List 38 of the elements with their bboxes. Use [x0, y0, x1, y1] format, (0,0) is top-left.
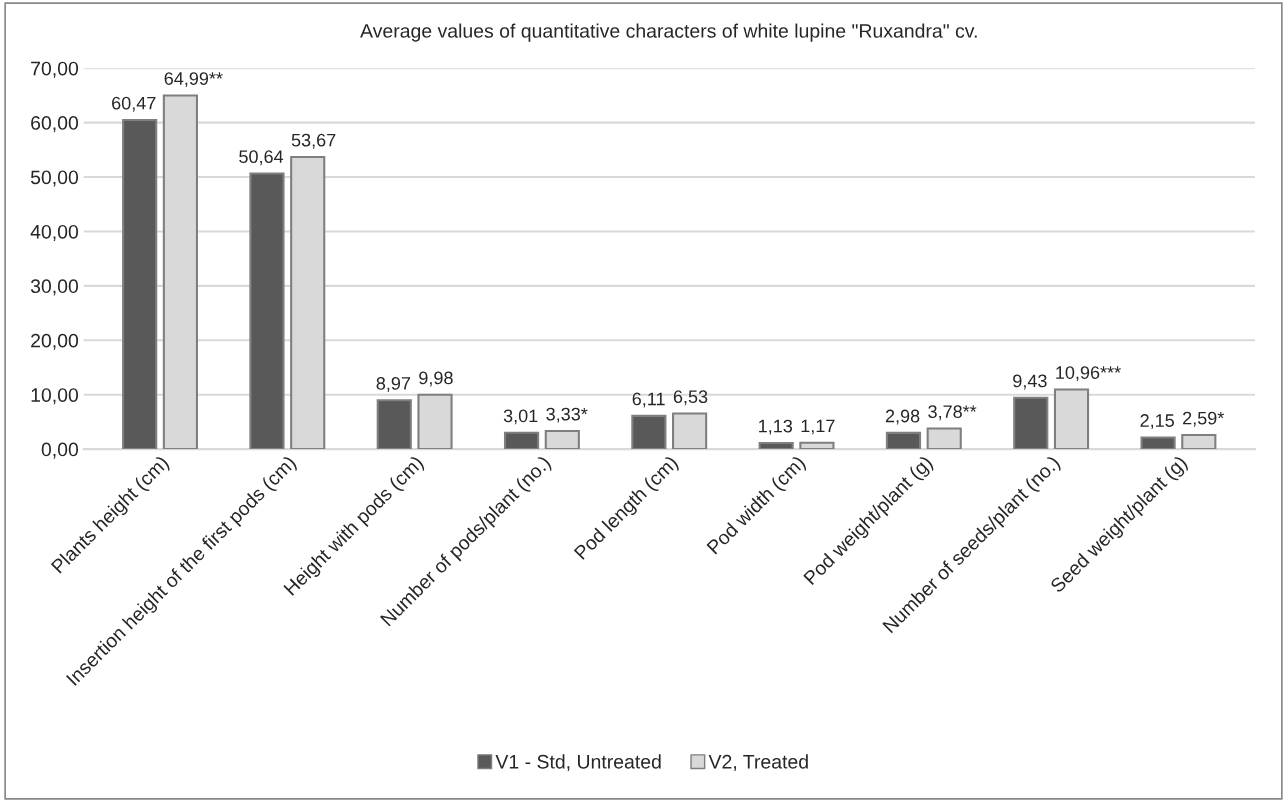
data-label: 9,98 [419, 371, 453, 387]
y-tick-label: 30,00 [30, 279, 79, 296]
bar [885, 431, 922, 450]
y-tick-label: 40,00 [30, 224, 79, 241]
legend-label: V2, Treated [708, 754, 808, 771]
data-label: 64,99** [164, 72, 223, 88]
legend-label: V1 - Std, Untreated [495, 754, 661, 771]
data-label: 3,78** [928, 405, 977, 421]
bar [631, 414, 667, 450]
data-label: 1,13 [759, 419, 793, 435]
data-label: 3,01 [503, 409, 538, 425]
bar [1013, 396, 1049, 450]
data-label: 9,43 [1013, 374, 1047, 390]
y-tick-label: 70,00 [31, 61, 79, 78]
data-label: 3,33* [546, 407, 588, 423]
y-tick-label: 20,00 [31, 333, 79, 350]
y-tick-label: 10,00 [31, 388, 79, 405]
data-label: 10,96*** [1056, 366, 1121, 382]
data-label: 2,59* [1183, 411, 1225, 427]
data-label: 8,97 [376, 377, 411, 392]
bar [249, 172, 285, 450]
data-label: 53,67 [291, 133, 336, 149]
bar [503, 431, 540, 450]
data-label: 50,64 [239, 150, 284, 166]
bar [758, 441, 794, 450]
data-label: 6,53 [673, 390, 708, 406]
data-label: 1,17 [801, 419, 835, 435]
data-label: 2,98 [885, 409, 920, 425]
bar [122, 118, 158, 450]
bar [376, 399, 412, 450]
data-label: 2,15 [1140, 414, 1174, 430]
y-tick-label: 0,00 [41, 442, 79, 459]
y-tick-label: 60,00 [31, 116, 79, 133]
data-label: 60,47 [112, 96, 156, 112]
bar [1140, 436, 1176, 450]
chart-title: Average values of quantitative characters of white lupine "Ruxandra" cv. [360, 23, 977, 42]
data-label: 6,11 [632, 392, 665, 408]
y-tick-label: 50,00 [30, 170, 79, 187]
